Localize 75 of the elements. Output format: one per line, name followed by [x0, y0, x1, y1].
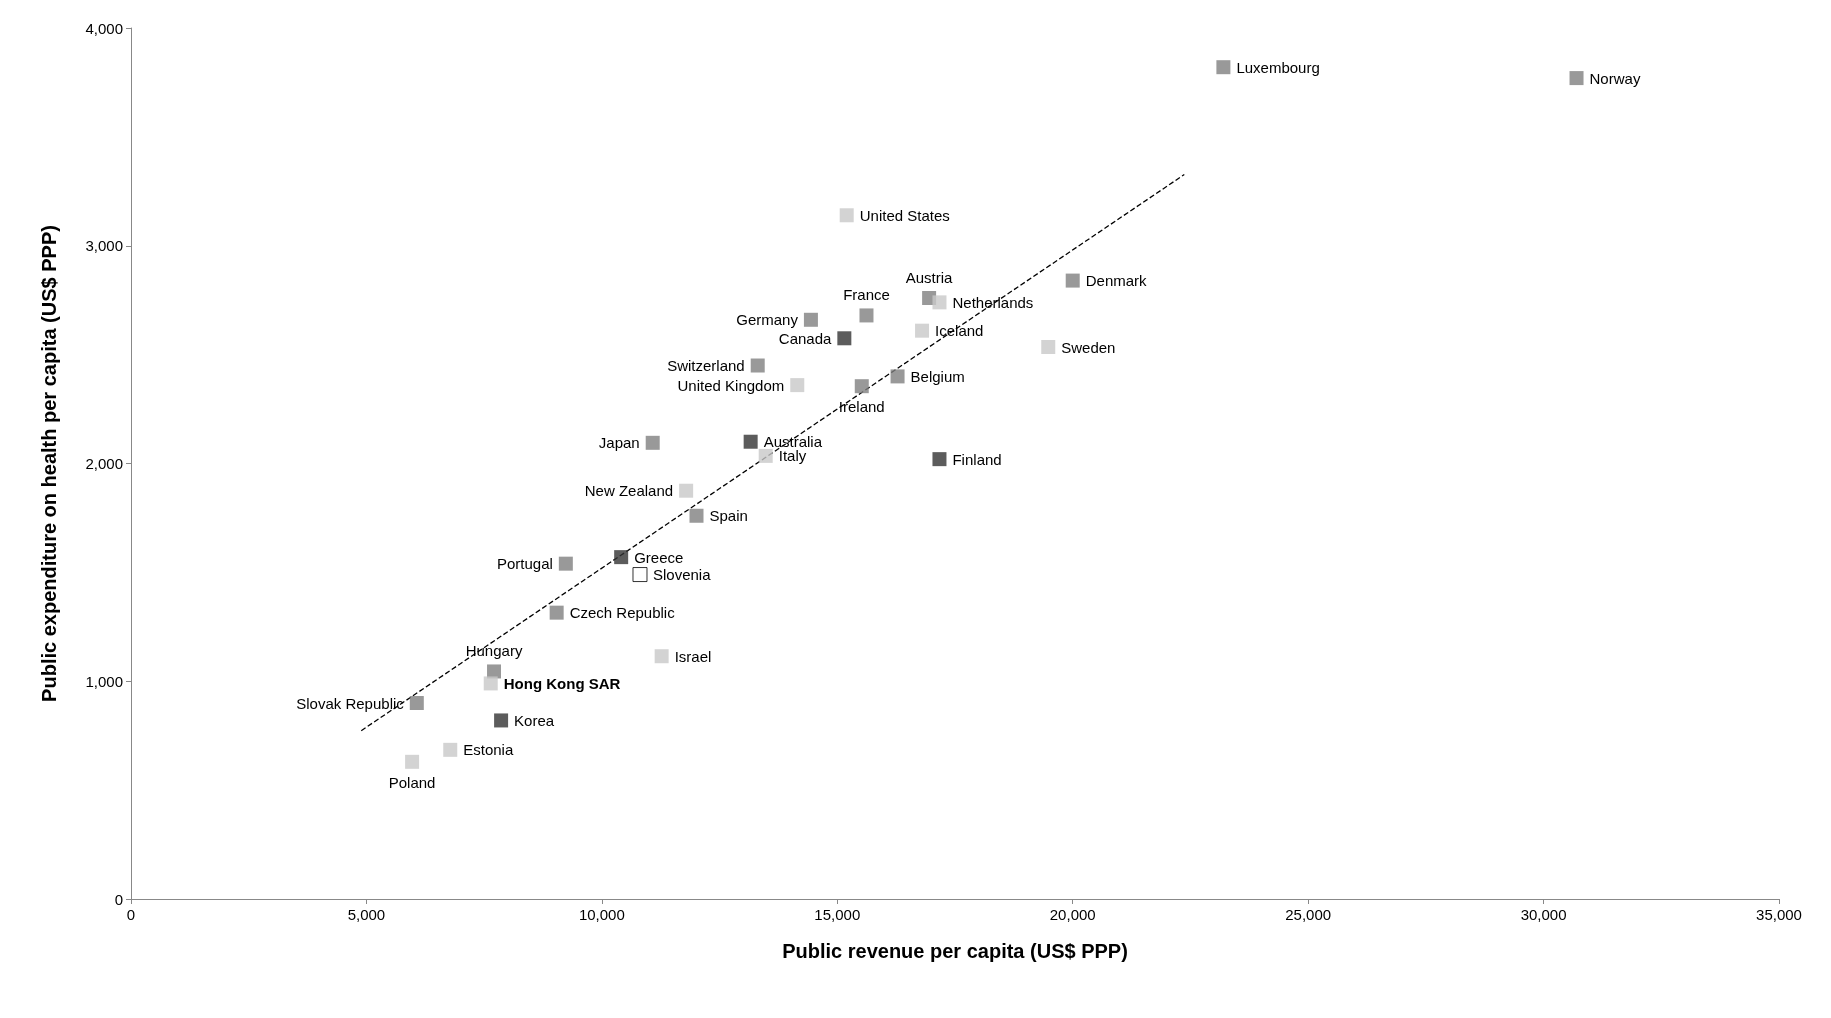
point	[837, 331, 852, 346]
annotation: Netherlands	[952, 293, 1034, 311]
annotation: Finland	[952, 450, 1002, 468]
annotation: Canada	[778, 329, 832, 347]
point	[750, 358, 765, 373]
point	[859, 308, 874, 323]
point	[743, 434, 758, 449]
annotation: Korea	[514, 711, 555, 729]
annotation: Germany	[736, 311, 799, 329]
point	[443, 742, 458, 757]
point	[1569, 71, 1584, 86]
point	[803, 312, 818, 327]
y-tick-label: 0	[114, 890, 123, 908]
point	[483, 676, 498, 691]
annotation: Hong Kong SAR	[503, 674, 621, 692]
y-tick-label: 1,000	[85, 672, 123, 690]
point	[409, 696, 424, 711]
x-axis-title: Public revenue per capita (US$ PPP)	[782, 940, 1128, 962]
point	[932, 452, 947, 467]
annotation: Poland	[388, 773, 436, 791]
point	[932, 295, 947, 310]
point	[679, 483, 694, 498]
annotation: New Zealand	[584, 482, 674, 500]
annotation: France	[843, 286, 890, 304]
y-tick-label: 2,000	[85, 455, 123, 472]
point	[854, 379, 869, 394]
x-tick-label: 30,000	[1520, 906, 1567, 923]
annotation: Greece	[634, 548, 684, 566]
point	[558, 556, 573, 571]
point	[1041, 340, 1056, 354]
x-tick-label: 20,000	[1049, 906, 1096, 923]
x-tick-label: 0	[126, 906, 136, 923]
point	[632, 567, 648, 583]
annotation: Portugal	[496, 555, 553, 573]
y-tick-label: 3,000	[85, 237, 123, 255]
point	[645, 435, 660, 450]
point	[890, 369, 905, 384]
y-tick-label: 4,000	[85, 19, 123, 37]
annotation: Iceland	[935, 322, 984, 340]
annotation: Austria	[905, 269, 954, 287]
annotation: Belgium	[910, 367, 965, 385]
x-tick-label: 25,000	[1285, 906, 1332, 923]
annotation: Sweden	[1061, 338, 1116, 356]
point	[1065, 273, 1080, 288]
annotation: Hungary	[465, 642, 523, 660]
point	[614, 550, 629, 565]
point	[494, 713, 509, 728]
annotation: Slovenia	[653, 566, 712, 584]
annotation: Norway	[1589, 69, 1641, 87]
annotation: Switzerland	[667, 357, 745, 375]
point	[915, 323, 930, 338]
annotation: Ireland	[838, 398, 885, 416]
point	[758, 448, 773, 463]
annotation: Japan	[598, 434, 640, 452]
annotation: United Kingdom	[677, 376, 785, 394]
point	[549, 605, 564, 620]
annotation: Czech Republic	[569, 604, 676, 622]
x-tick-label: 15,000	[814, 906, 861, 923]
point	[689, 508, 704, 523]
point	[839, 208, 854, 223]
x-tick-label: 5,000	[347, 906, 386, 923]
point	[654, 649, 669, 664]
annotation: Israel	[674, 647, 712, 665]
annotation: United States	[859, 206, 950, 224]
point	[1216, 60, 1231, 75]
annotation: Luxembourg	[1236, 58, 1320, 76]
point	[790, 378, 805, 393]
x-tick-label: 10,000	[578, 906, 625, 923]
point	[405, 754, 420, 769]
annotation: Estonia	[463, 741, 514, 759]
x-tick-label: 35,000	[1756, 906, 1802, 923]
annotation: Denmark	[1085, 272, 1148, 290]
annotation: Slovak Republic	[296, 694, 405, 712]
annotation: Spain	[709, 507, 748, 525]
y-axis-title: Public expenditure on health per capita (US$ PPP)	[38, 225, 60, 702]
